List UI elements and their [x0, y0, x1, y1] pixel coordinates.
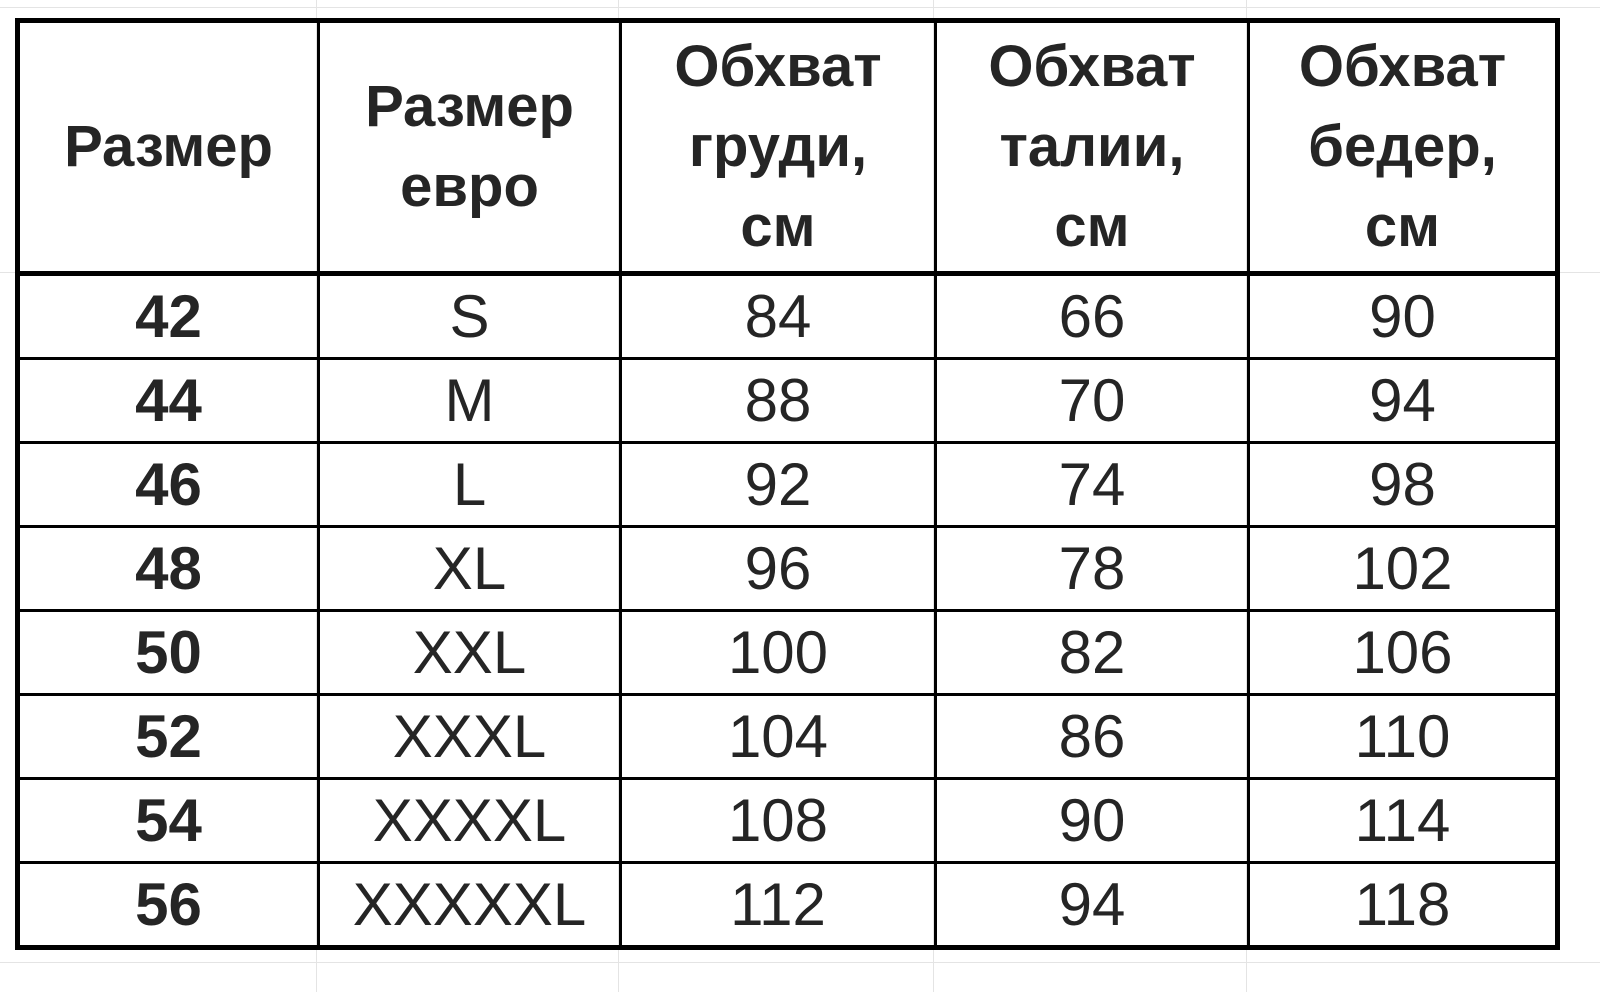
header-line: Обхват — [674, 34, 882, 99]
cell-waist: 94 — [934, 861, 1250, 949]
cell-waist: 74 — [934, 441, 1250, 528]
cell-hips: 118 — [1247, 861, 1559, 949]
cell-chest: 112 — [619, 861, 937, 949]
header-line: Обхват — [1298, 34, 1507, 99]
table-row: 50 XXL 100 82 106 — [16, 609, 1559, 696]
cell-waist: 82 — [934, 609, 1250, 696]
cell-hips: 106 — [1247, 609, 1559, 696]
cell-chest: 96 — [619, 525, 937, 612]
cell-euro-size: L — [317, 441, 622, 528]
cell-size: 50 — [16, 609, 320, 696]
cell-size: 54 — [16, 777, 320, 864]
cell-waist: 70 — [934, 357, 1250, 444]
cell-hips: 98 — [1247, 441, 1559, 528]
cell-chest: 92 — [619, 441, 937, 528]
cell-size: 48 — [16, 525, 320, 612]
header-line: Размер — [365, 74, 574, 139]
table-row: 56 XXXXXL 112 94 118 — [16, 861, 1559, 949]
header-euro-size: Размер евро — [317, 19, 622, 275]
cell-chest: 100 — [619, 609, 937, 696]
header-line: бедер, — [1308, 114, 1497, 179]
header-hips: Обхват бедер, см — [1247, 19, 1559, 275]
cell-chest: 84 — [619, 272, 937, 360]
header-chest: Обхват груди, см — [619, 19, 937, 275]
header-line: Размер — [64, 114, 273, 179]
cell-euro-size: XXL — [317, 609, 622, 696]
header-waist: Обхват талии, см — [934, 19, 1250, 275]
cell-waist: 90 — [934, 777, 1250, 864]
cell-size: 52 — [16, 693, 320, 780]
cell-size: 42 — [16, 272, 320, 360]
cell-waist: 66 — [934, 272, 1250, 360]
cell-chest: 108 — [619, 777, 937, 864]
header-line: см — [740, 194, 816, 259]
cell-euro-size: M — [317, 357, 622, 444]
cell-euro-size: XXXL — [317, 693, 622, 780]
cell-chest: 104 — [619, 693, 937, 780]
cell-hips: 90 — [1247, 272, 1559, 360]
cell-waist: 78 — [934, 525, 1250, 612]
cell-euro-size: XXXXXL — [317, 861, 622, 949]
cell-size: 46 — [16, 441, 320, 528]
table-row: 42 S 84 66 90 — [16, 272, 1559, 360]
cell-hips: 102 — [1247, 525, 1559, 612]
cell-hips: 94 — [1247, 357, 1559, 444]
table-row: 46 L 92 74 98 — [16, 441, 1559, 528]
cell-euro-size: XXXXL — [317, 777, 622, 864]
table-row: 54 XXXXL 108 90 114 — [16, 777, 1559, 864]
header-line: талии, — [999, 114, 1185, 179]
table-row: 48 XL 96 78 102 — [16, 525, 1559, 612]
header-size: Размер — [16, 19, 320, 275]
cell-waist: 86 — [934, 693, 1250, 780]
header-row: Размер Размер евро Обхват груди, см Обхват тали… — [16, 19, 1559, 275]
table-row: 52 XXXL 104 86 110 — [16, 693, 1559, 780]
cell-euro-size: S — [317, 272, 622, 360]
header-line: см — [1054, 194, 1130, 259]
cell-chest: 88 — [619, 357, 937, 444]
cell-hips: 110 — [1247, 693, 1559, 780]
table-row: 44 M 88 70 94 — [16, 357, 1559, 444]
header-line: Обхват — [988, 34, 1196, 99]
header-line: евро — [400, 154, 539, 219]
header-line: груди, — [688, 114, 868, 179]
size-chart-table: Размер Размер евро Обхват груди, см Обхват тали… — [15, 18, 1560, 950]
cell-hips: 114 — [1247, 777, 1559, 864]
cell-size: 56 — [16, 861, 320, 949]
header-line: см — [1364, 194, 1441, 259]
cell-euro-size: XL — [317, 525, 622, 612]
cell-size: 44 — [16, 357, 320, 444]
